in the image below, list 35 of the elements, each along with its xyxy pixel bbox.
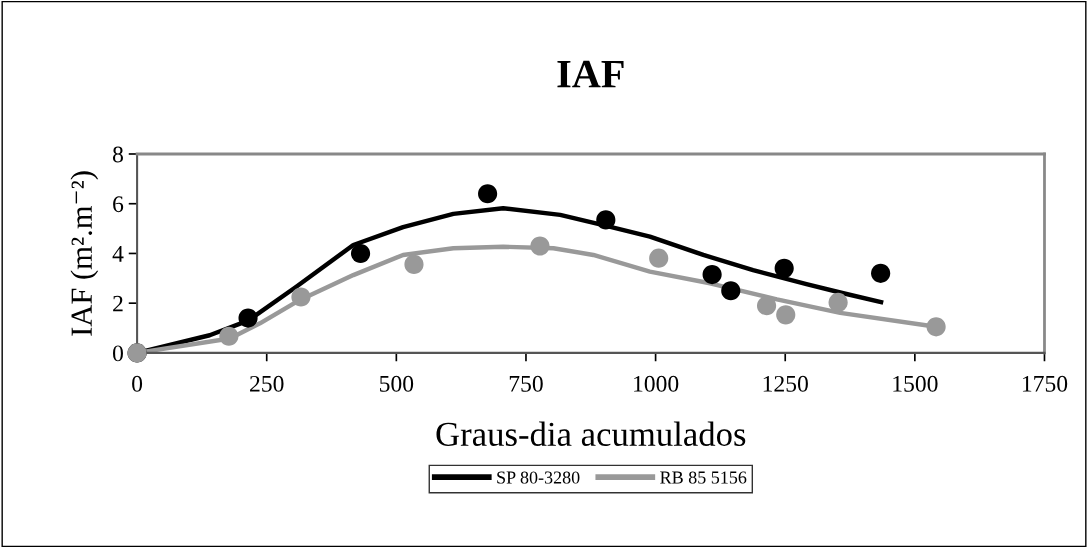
x-tick-label: 750 (509, 375, 543, 392)
point (478, 184, 498, 204)
point (774, 258, 794, 278)
x-axis-title: Graus-dia acumulados (436, 421, 746, 446)
x-tick-label: 1250 (763, 375, 808, 392)
point (530, 236, 550, 256)
point (219, 326, 239, 346)
point (596, 210, 616, 230)
point (926, 317, 946, 337)
point (649, 248, 669, 268)
point (721, 281, 741, 301)
point (828, 292, 848, 313)
x-tick-label: 1000 (634, 375, 679, 392)
y-tick-label: 6 (113, 196, 124, 213)
x-tick-label: 1500 (893, 375, 938, 392)
x-tick-label: 0 (132, 375, 143, 392)
x-tick-label: 1750 (1022, 375, 1068, 392)
point (404, 254, 424, 274)
point (702, 265, 722, 285)
legend-label: RB 85 5156 (660, 471, 747, 484)
y-axis-title: IAF (m².m⁻²) (70, 171, 99, 336)
legend-label: SP 80-3280 (497, 471, 580, 484)
x-tick-label: 500 (380, 375, 414, 392)
point (756, 296, 777, 316)
y-tick-label: 0 (112, 345, 123, 362)
x-tick-label: 250 (250, 375, 284, 392)
point (238, 308, 258, 328)
point (291, 287, 311, 307)
y-tick-label: 2 (113, 295, 123, 312)
y-tick-label: 8 (112, 146, 123, 163)
point (776, 305, 796, 325)
y-tick-label: 4 (112, 246, 124, 262)
chart-title: IAF (557, 60, 624, 88)
point (350, 243, 371, 264)
point (871, 263, 891, 283)
